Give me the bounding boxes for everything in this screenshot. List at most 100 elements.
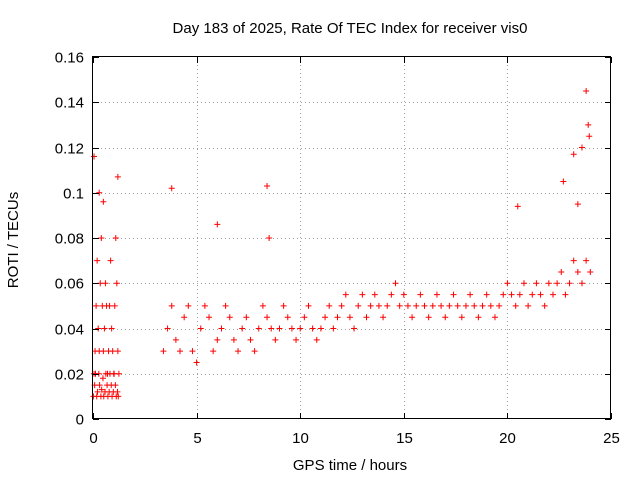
- data-point: [400, 291, 407, 298]
- data-point: [334, 314, 341, 321]
- plot-frame: [92, 56, 611, 419]
- data-point: [578, 144, 585, 151]
- data-point: [100, 348, 107, 355]
- data-point: [251, 348, 258, 355]
- data-point: [226, 314, 233, 321]
- data-point: [392, 280, 399, 287]
- data-point: [467, 291, 474, 298]
- data-point: [342, 291, 349, 298]
- y-axis-label: ROTI / TECUs: [5, 192, 22, 288]
- data-point: [500, 291, 507, 298]
- x-tick-label: 15: [396, 430, 413, 447]
- data-point: [554, 280, 561, 287]
- data-point: [570, 151, 577, 158]
- data-point: [537, 291, 544, 298]
- y-tick-label: 0.14: [55, 95, 84, 112]
- data-point: [578, 280, 585, 287]
- data-point: [210, 348, 217, 355]
- data-point: [297, 325, 304, 332]
- data-point: [454, 302, 461, 309]
- data-point: [112, 235, 119, 241]
- data-point: [114, 348, 121, 355]
- data-point: [259, 302, 266, 309]
- data-point: [98, 386, 105, 393]
- data-point: [193, 359, 200, 366]
- data-point: [384, 302, 391, 309]
- data-point: [560, 178, 567, 185]
- data-point: [516, 291, 523, 298]
- data-point: [98, 235, 105, 241]
- data-point: [95, 325, 102, 332]
- data-point: [107, 257, 114, 264]
- data-point: [413, 302, 420, 309]
- data-point: [93, 302, 100, 309]
- data-point: [363, 314, 370, 321]
- data-point: [409, 314, 416, 321]
- data-point: [442, 314, 449, 321]
- data-point: [214, 221, 221, 228]
- y-tick-label: 0.1: [63, 186, 84, 203]
- data-point: [293, 336, 300, 343]
- data-point: [218, 325, 225, 332]
- data-point: [305, 302, 312, 309]
- data-point: [272, 336, 279, 343]
- x-tick-label: 20: [499, 430, 516, 447]
- data-point: [446, 302, 453, 309]
- y-tick-label: 0.08: [55, 231, 84, 248]
- data-point: [483, 291, 490, 298]
- data-point: [433, 291, 440, 298]
- data-point: [197, 325, 204, 332]
- data-point: [109, 348, 116, 355]
- data-point: [587, 268, 594, 275]
- data-point: [549, 291, 556, 298]
- data-point: [438, 302, 445, 309]
- data-point: [450, 291, 457, 298]
- data-point: [425, 314, 432, 321]
- data-point: [462, 302, 469, 309]
- data-point: [100, 198, 107, 205]
- x-tick-label: 5: [193, 430, 201, 447]
- data-point: [375, 302, 382, 309]
- y-tick-label: 0.06: [55, 276, 84, 293]
- x-tick-label: 25: [603, 430, 620, 447]
- y-tick-label: 0.16: [55, 50, 84, 67]
- data-point: [351, 325, 358, 332]
- data-point: [380, 314, 387, 321]
- data-point: [583, 257, 590, 264]
- data-point: [338, 302, 345, 309]
- data-point: [95, 370, 102, 377]
- chart-title: Day 183 of 2025, Rate Of TEC Index for r…: [173, 20, 528, 37]
- data-point: [91, 153, 98, 160]
- data-point: [301, 314, 308, 321]
- data-point: [585, 121, 592, 128]
- data-point: [475, 314, 482, 321]
- data-point: [583, 87, 590, 94]
- data-point: [574, 201, 581, 208]
- data-point: [189, 348, 196, 355]
- data-point: [496, 302, 503, 309]
- data-point: [99, 375, 106, 382]
- data-points: [90, 87, 594, 400]
- x-tick-label: 10: [292, 430, 309, 447]
- data-point: [114, 388, 121, 395]
- data-point: [309, 325, 316, 332]
- data-point: [284, 314, 291, 321]
- data-point: [322, 314, 329, 321]
- data-point: [243, 314, 250, 321]
- data-point: [96, 382, 103, 389]
- data-point: [388, 291, 395, 298]
- data-point: [558, 268, 565, 275]
- data-point: [206, 314, 213, 321]
- data-point: [181, 314, 188, 321]
- x-axis-label: GPS time / hours: [293, 457, 407, 474]
- data-point: [164, 325, 171, 332]
- data-point: [491, 314, 498, 321]
- data-point: [114, 173, 121, 180]
- data-point: [94, 257, 101, 264]
- data-point: [545, 280, 552, 287]
- y-tick-label: 0: [76, 412, 84, 429]
- data-point: [359, 291, 366, 298]
- data-point: [541, 302, 548, 309]
